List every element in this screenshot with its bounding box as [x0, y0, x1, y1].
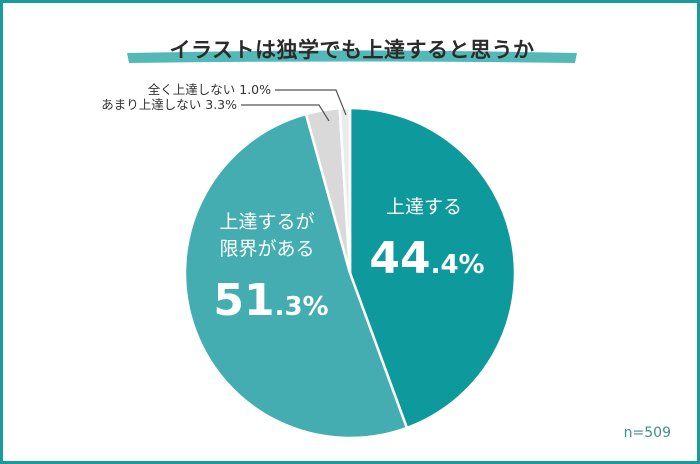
title-underline-shape — [127, 50, 577, 63]
slice-label-limit-line1: 上達するが — [219, 211, 314, 233]
slice-value-improve: 44.4% — [369, 233, 484, 284]
pie-slice-4 — [338, 106, 352, 274]
pie-slice-1 — [348, 106, 517, 430]
chart-title: イラストは独学でも上達すると思うか — [169, 38, 535, 62]
slice-label-limit-line2: 限界がある — [219, 238, 314, 260]
leader-line-not-much — [241, 104, 330, 122]
outside-label-not-much: あまり上達しない 3.3% — [101, 97, 237, 112]
outside-label-not-at-all: 全く上達しない 1.0% — [148, 82, 271, 97]
leader-line-not-at-all — [275, 89, 347, 116]
sample-size-note: n=509 — [623, 425, 671, 441]
slice-value-limit: 51.3% — [213, 275, 328, 326]
slice-label-improve: 上達する — [386, 196, 462, 218]
title-banner: イラストは独学でも上達すると思うか — [121, 35, 583, 65]
pie-slice-2 — [183, 112, 409, 440]
